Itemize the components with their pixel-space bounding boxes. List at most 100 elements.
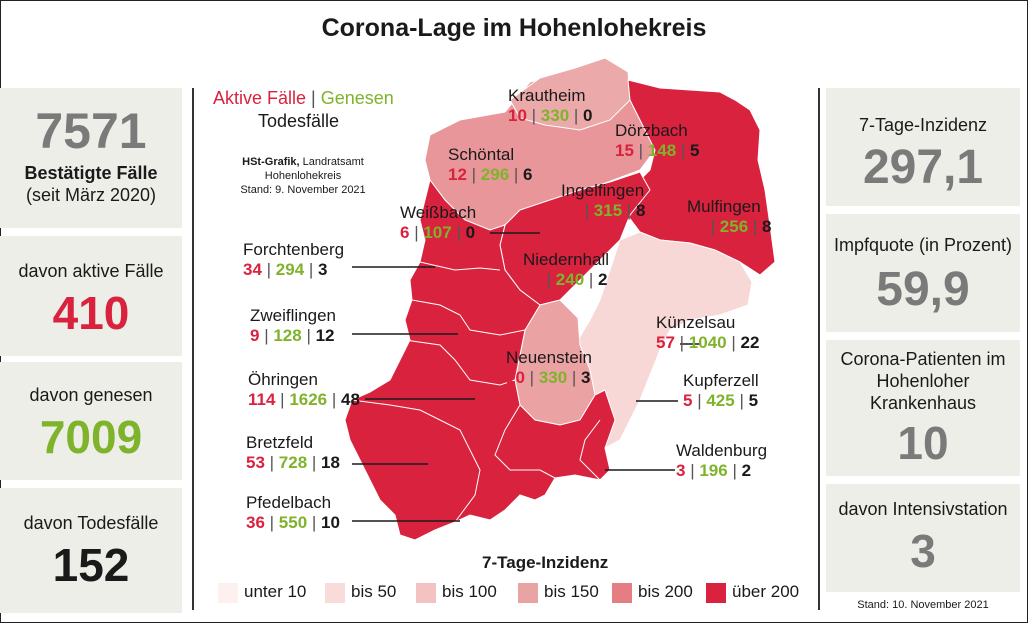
active-count: 3 [676, 461, 686, 480]
incidence-label: 7-Tage-Inzidenz [858, 115, 988, 135]
active-label: davon aktive Fälle [18, 261, 164, 281]
municipality-values: 16 | 256 | 8 [687, 217, 772, 237]
patients-label-3: Krankenhaus [869, 393, 977, 413]
deaths-count: 2 [598, 270, 608, 289]
separator: | [567, 368, 582, 387]
legend-title: 7-Tage-Inzidenz [482, 553, 609, 572]
legend-swatch [325, 582, 345, 603]
recovered-count: 550 [278, 513, 308, 532]
separator: | [705, 217, 720, 236]
icu-value: 3 [910, 525, 936, 577]
separator: | [734, 391, 749, 410]
map-key-sep: | [306, 88, 321, 108]
confirmed-label: Bestätigte Fälle [24, 163, 158, 183]
municipality-values: 17 | 315 | 8 [561, 201, 646, 221]
active-count: 13 [523, 270, 542, 289]
municipality-name: Dörzbach [615, 121, 688, 140]
municipality-label: Mulfingen 16 | 256 | 8 [687, 197, 772, 237]
vaccination-label: Impfquote (in Prozent) [833, 235, 1013, 255]
separator: | [409, 223, 424, 242]
vaccination-value: 59,9 [876, 263, 970, 316]
deaths-count: 48 [341, 390, 360, 409]
legend-swatch [706, 582, 726, 603]
separator: | [685, 461, 700, 480]
separator: | [327, 390, 342, 409]
municipality-values: 10 | 330 | 3 [506, 368, 592, 388]
deaths-count: 8 [762, 217, 772, 236]
municipality-label: Dörzbach 15 | 148 | 5 [615, 121, 700, 161]
deaths-count: 5 [748, 391, 759, 410]
separator: | [264, 453, 279, 472]
recovered-count: 128 [273, 326, 302, 345]
map-key-deaths: Todesfälle [258, 111, 340, 131]
municipality-label: Forchtenberg 34 | 294 | 3 [243, 240, 344, 280]
municipality-label: Ingelfingen 17 | 315 | 8 [561, 181, 646, 221]
municipality-values: 5 | 425 | 5 [683, 391, 759, 411]
separator: | [676, 141, 691, 160]
map-key: Aktive Fälle | Genesen [213, 88, 394, 108]
separator: | [569, 106, 584, 125]
legend-swatch [612, 582, 632, 603]
recovered-count: 296 [480, 165, 510, 184]
municipality-values: 34 | 294 | 3 [243, 260, 344, 280]
divider-right [818, 88, 820, 610]
municipality-values: 13 | 240 | 2 [523, 270, 609, 290]
confirmed-panel: 7571 Bestätigte Fälle (seit März 2020) [0, 88, 182, 228]
legend-label: über 200 [732, 582, 800, 601]
municipality-name: Niedernhall [523, 250, 609, 269]
municipality-name: Künzelsau [656, 313, 736, 332]
separator: | [451, 223, 466, 242]
municipality-name: Öhringen [248, 370, 318, 389]
active-panel: davon aktive Fälle 410 [0, 236, 182, 356]
municipality-label: Krautheim 10 | 330 | 0 [508, 86, 593, 126]
confirmed-value: 7571 [35, 103, 147, 159]
deaths-count: 12 [315, 326, 335, 345]
municipality-values: 9 | 128 | 12 [250, 326, 336, 346]
active-count: 114 [248, 390, 276, 409]
legend-label: bis 150 [544, 582, 599, 601]
legend-item: bis 50 [325, 582, 396, 603]
municipality-values: 6 | 107 | 0 [400, 223, 476, 243]
municipality-label: Waldenburg 3 | 196 | 2 [676, 441, 767, 481]
municipality-name: Weißbach [400, 203, 477, 222]
recovered-count: 294 [275, 260, 305, 279]
separator: | [509, 165, 524, 184]
recovered-count: 256 [719, 217, 749, 236]
deaths-panel: davon Todesfälle 152 [0, 488, 182, 613]
active-count: 53 [246, 453, 265, 472]
vaccination-panel: Impfquote (in Prozent) 59,9 [826, 214, 1020, 332]
municipality-label: Schöntal 12 | 296 | 6 [448, 145, 533, 185]
municipality-name: Forchtenberg [243, 240, 345, 259]
municipality-label: Künzelsau 57 | 1040 | 22 [656, 313, 759, 353]
separator: | [579, 201, 594, 220]
legend-label: bis 200 [638, 582, 693, 601]
deaths-label: davon Todesfälle [23, 513, 159, 533]
deaths-count: 18 [321, 453, 340, 472]
deaths-count: 10 [321, 513, 340, 532]
municipality-values: 57 | 1040 | 22 [656, 333, 759, 353]
legend-item: über 200 [706, 582, 799, 603]
confirmed-sub: (seit März 2020) [25, 185, 157, 205]
recovered-count: 196 [699, 461, 728, 480]
legend-label: unter 10 [244, 582, 307, 601]
legend-item: bis 100 [416, 582, 497, 603]
recovered-count: 330 [540, 106, 570, 125]
recovered-count: 315 [593, 201, 623, 220]
source-note: HSt-Grafik, Landratsamt Hohenlohekreis S… [228, 155, 378, 197]
municipality-label: Zweiflingen 9 | 128 | 12 [250, 306, 336, 346]
legend-swatch [416, 582, 436, 603]
separator: | [261, 260, 276, 279]
recovered-count: 1040 [688, 333, 727, 352]
recovered-panel: davon genesen 7009 [0, 362, 182, 480]
legend-swatch [218, 582, 238, 603]
municipality-label: Bretzfeld 53 | 728 | 18 [246, 433, 340, 473]
municipality-label: Niedernhall 13 | 240 | 2 [523, 250, 609, 290]
page-title: Corona-Lage im Hohenlohekreis [321, 14, 707, 42]
separator: | [584, 270, 599, 289]
municipality-name: Ingelfingen [561, 181, 645, 200]
recovered-value: 7009 [39, 411, 143, 463]
deaths-count: 2 [741, 461, 752, 480]
map-key-active: Aktive Fälle [213, 88, 307, 108]
separator: | [727, 461, 742, 480]
